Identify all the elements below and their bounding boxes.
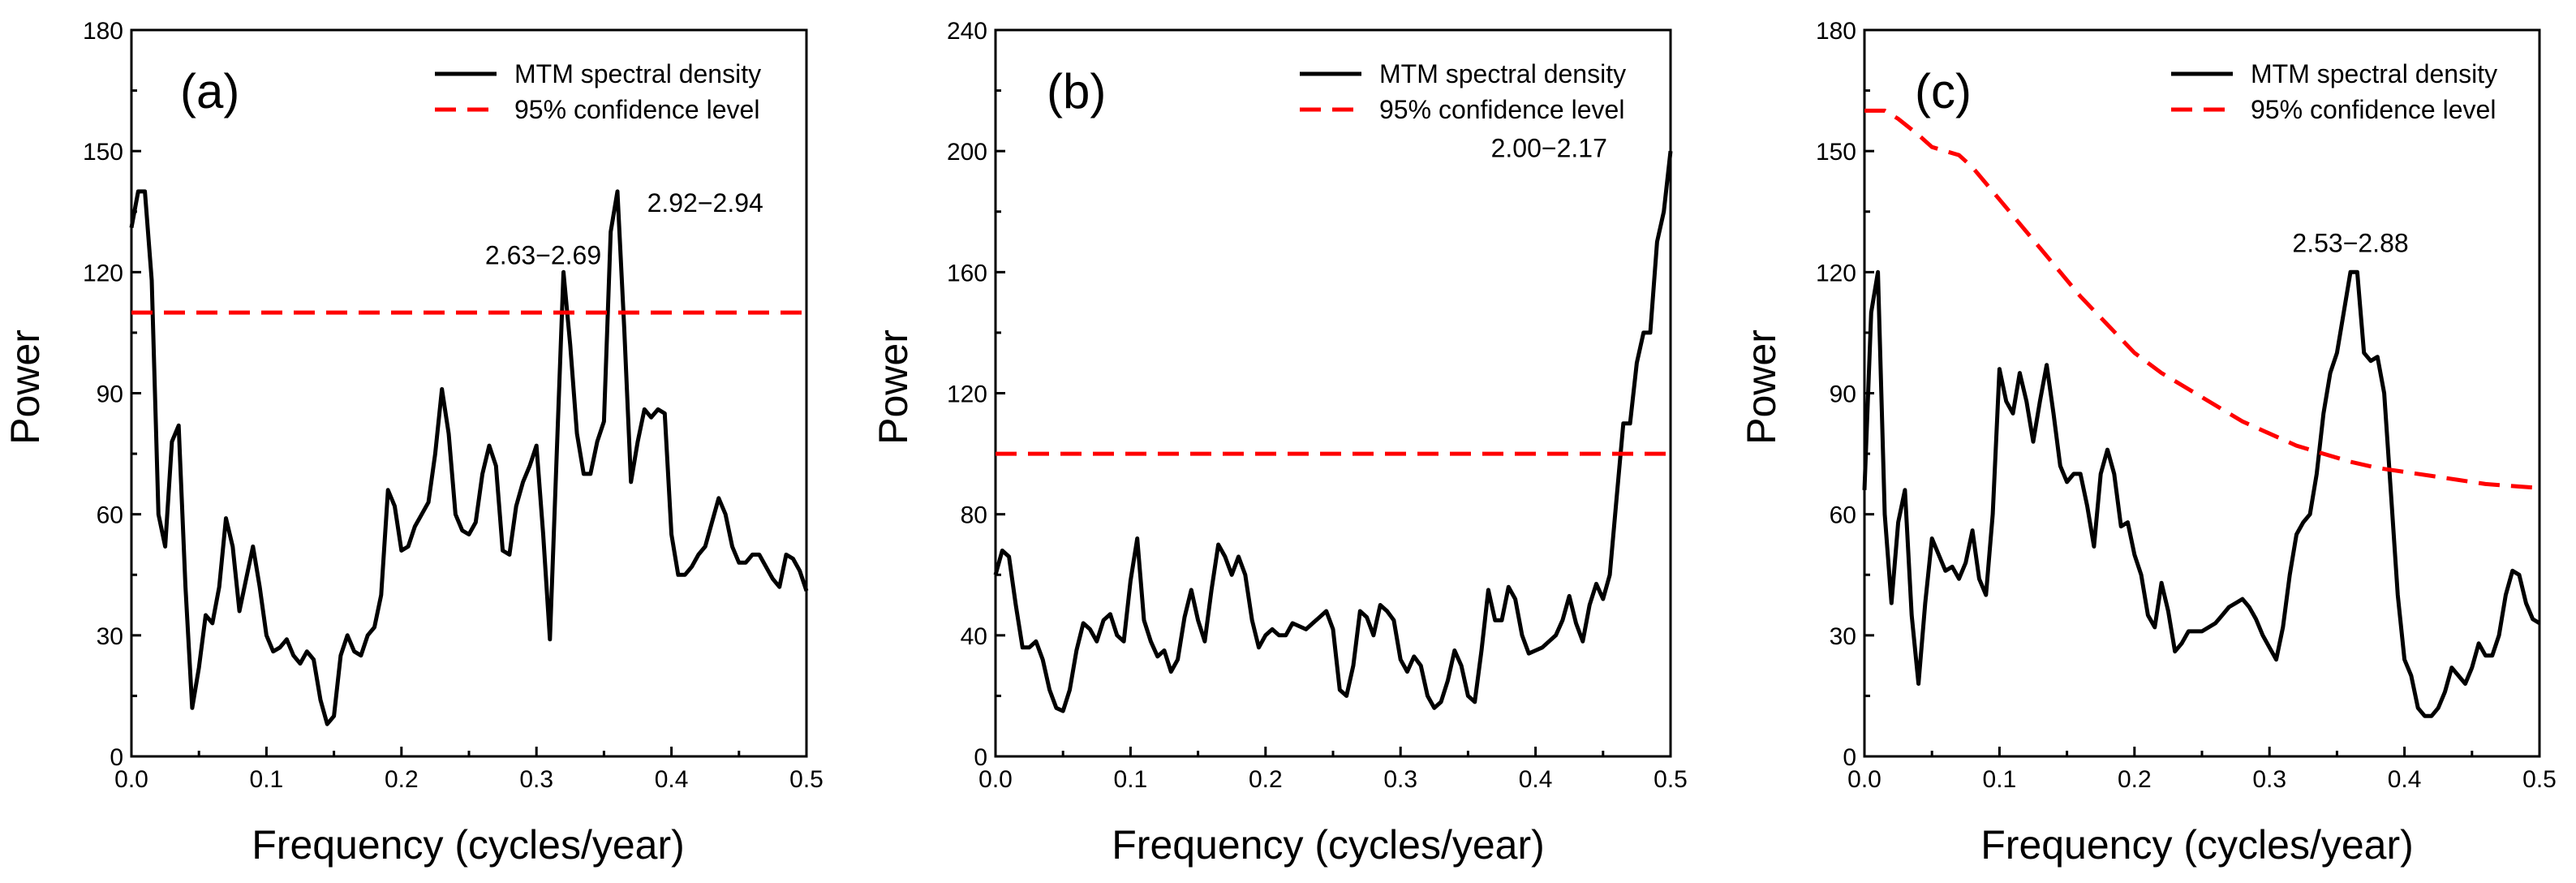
legend-label-spectral: MTM spectral density	[2251, 59, 2497, 88]
panel-label: (b)	[1047, 64, 1106, 118]
x-tick-label: 0.1	[1983, 766, 2017, 793]
y-tick-label: 60	[1830, 502, 1856, 529]
spectral-density-line	[1862, 269, 2541, 718]
x-tick-label: 0.5	[2522, 766, 2557, 793]
y-tick-label: 30	[1830, 623, 1856, 650]
period-annotation: 2.53−2.88	[2292, 228, 2408, 257]
y-tick-label: 40	[961, 623, 987, 650]
y-tick-label: 120	[83, 260, 123, 286]
spectral-density-line	[129, 189, 809, 726]
legend-label-spectral: MTM spectral density	[514, 59, 761, 88]
x-tick-label: 0.0	[978, 766, 1013, 793]
y-tick-label: 0	[1843, 744, 1856, 771]
confidence-level-line	[1864, 108, 2540, 490]
y-tick-label: 150	[83, 139, 123, 166]
x-tick-label: 0.3	[1383, 766, 1417, 793]
x-tick-label: 0.0	[114, 766, 148, 793]
panel-label: (c)	[1915, 64, 1972, 118]
y-tick-label: 200	[947, 139, 987, 166]
y-tick-label: 180	[83, 18, 123, 45]
y-tick-label: 120	[1816, 260, 1856, 286]
legend-label-confidence: 95% confidence level	[2251, 95, 2496, 124]
legend-label-confidence: 95% confidence level	[1379, 95, 1624, 124]
y-tick-label: 90	[1830, 381, 1856, 408]
x-axis-title: Frequency (cycles/year)	[1112, 822, 1545, 868]
period-annotation: 2.00−2.17	[1491, 134, 1607, 163]
legend-label-confidence: 95% confidence level	[514, 95, 759, 124]
y-tick-label: 80	[961, 502, 987, 529]
x-tick-label: 0.5	[1654, 766, 1688, 793]
period-annotation: 2.92−2.94	[647, 188, 763, 218]
x-axis-title: Frequency (cycles/year)	[252, 822, 685, 868]
y-axis-title: Power	[2, 330, 48, 445]
y-axis-title: Power	[871, 330, 916, 445]
x-tick-label: 0.4	[655, 766, 689, 793]
y-tick-label: 120	[947, 381, 987, 408]
y-tick-label: 180	[1816, 18, 1856, 45]
panel-a: Power Frequency (cycles/year) (a) MTM sp…	[2, 18, 824, 868]
y-tick-label: 150	[1816, 139, 1856, 166]
y-tick-label: 30	[97, 623, 123, 650]
spectral-density-line	[993, 150, 1673, 713]
plot-frame	[130, 28, 808, 758]
y-tick-label: 90	[97, 381, 123, 408]
y-tick-label: 60	[97, 502, 123, 529]
x-tick-label: 0.1	[250, 766, 284, 793]
x-tick-label: 0.0	[1847, 766, 1881, 793]
x-tick-label: 0.3	[2252, 766, 2286, 793]
y-tick-label: 0	[974, 744, 987, 771]
x-tick-label: 0.2	[1249, 766, 1283, 793]
y-tick-label: 0	[110, 744, 123, 771]
y-axis-title: Power	[1739, 330, 1784, 445]
x-axis-title: Frequency (cycles/year)	[1980, 822, 2414, 868]
panel-c: Power Frequency (cycles/year) (c) MTM sp…	[1739, 18, 2557, 868]
legend-label-spectral: MTM spectral density	[1379, 59, 1626, 88]
y-tick-label: 240	[947, 18, 987, 45]
x-tick-label: 0.2	[385, 766, 419, 793]
period-annotation: 2.63−2.69	[485, 240, 601, 269]
x-tick-label: 0.5	[789, 766, 824, 793]
x-tick-label: 0.2	[2118, 766, 2152, 793]
x-tick-label: 0.3	[519, 766, 553, 793]
panel-b: Power Frequency (cycles/year) (b) MTM sp…	[871, 18, 1688, 868]
y-tick-label: 160	[947, 260, 987, 286]
panel-label: (a)	[180, 64, 239, 118]
x-tick-label: 0.1	[1114, 766, 1148, 793]
plot-frame	[1863, 28, 2541, 758]
x-tick-label: 0.4	[1519, 766, 1553, 793]
x-tick-label: 0.4	[2388, 766, 2422, 793]
